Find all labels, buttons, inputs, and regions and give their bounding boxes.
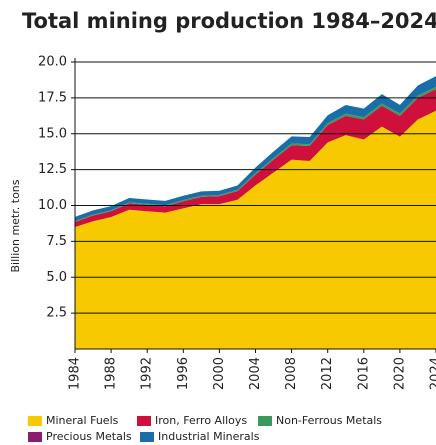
legend-swatch	[140, 432, 154, 442]
x-tick-label: 2016	[356, 357, 371, 390]
y-tick-label: 20.0	[38, 55, 67, 70]
legend-swatch	[137, 416, 151, 426]
legend-swatch	[28, 416, 42, 426]
legend-label: Non-Ferrous Metals	[276, 414, 382, 427]
area	[75, 110, 436, 349]
y-tick-label: 5.0	[46, 270, 67, 285]
x-tick-label: 1996	[176, 357, 191, 390]
x-tick-label: 1992	[140, 357, 155, 390]
area	[75, 76, 436, 222]
x-tick-label: 2000	[212, 357, 227, 390]
y-axis-label: Billion metr. tons	[9, 179, 22, 272]
x-tick-label: 2008	[284, 357, 299, 390]
y-tick-label: 17.5	[38, 90, 67, 105]
legend-label: Iron, Ferro Alloys	[155, 414, 247, 427]
legend-swatch	[258, 416, 272, 426]
x-tick-label: 2020	[392, 357, 407, 390]
x-tick-label: 1984	[68, 357, 83, 390]
legend-label: Industrial Minerals	[158, 430, 260, 443]
y-tick-label: 12.5	[38, 162, 67, 177]
legend-label: Precious Metals	[46, 430, 132, 443]
x-tick-label: 2004	[248, 357, 263, 390]
legend-label: Mineral Fuels	[46, 414, 119, 427]
y-tick-label: 7.5	[46, 234, 67, 249]
y-tick-label: 15.0	[38, 126, 67, 141]
y-tick-label: 2.5	[46, 306, 67, 321]
x-tick-label: 2024	[429, 357, 436, 390]
area	[75, 89, 436, 228]
legend-swatch	[28, 432, 42, 442]
chart-title: Total mining production 1984–2024	[22, 9, 436, 33]
x-tick-label: 2012	[320, 357, 335, 390]
x-tick-label: 1988	[104, 357, 119, 390]
y-tick-label: 10.0	[38, 198, 67, 213]
